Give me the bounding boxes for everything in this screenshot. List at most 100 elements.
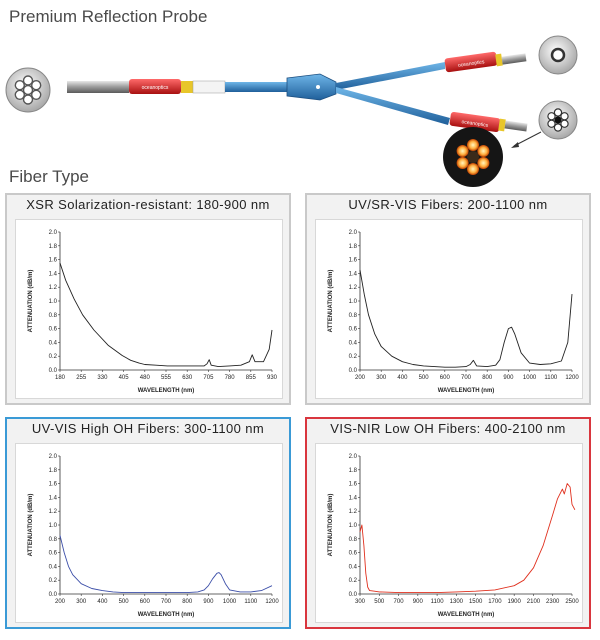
six-fiber-end-face-icon xyxy=(538,100,578,140)
x-tick-label: 300 xyxy=(355,599,366,605)
x-tick-label: 930 xyxy=(267,375,278,381)
x-tick-label: 700 xyxy=(161,599,172,605)
y-tick-label: 1.0 xyxy=(49,523,58,529)
x-tick-label: 855 xyxy=(246,375,257,381)
x-tick-label: 1500 xyxy=(469,599,483,605)
y-tick-label: 0.6 xyxy=(349,327,358,333)
y-tick-label: 0.6 xyxy=(49,551,58,557)
x-tick-label: 300 xyxy=(76,599,87,605)
series-line xyxy=(359,483,576,594)
y-tick-label: 2.0 xyxy=(349,454,358,460)
y-tick-label: 0.0 xyxy=(49,592,58,598)
y-tick-label: 1.2 xyxy=(49,285,58,291)
x-tick-label: 705 xyxy=(203,375,214,381)
y-tick-label: 0.0 xyxy=(349,368,358,374)
probe-title: Premium Reflection Probe xyxy=(9,7,208,26)
x-tick-label: 500 xyxy=(374,599,385,605)
x-tick-label: 300 xyxy=(376,375,387,381)
x-tick-label: 630 xyxy=(182,375,193,381)
x-tick-label: 1000 xyxy=(523,375,537,381)
y-tick-label: 0.8 xyxy=(349,313,358,319)
y-axis-label: ATTENUATION (dB/m) xyxy=(28,270,34,333)
arrow-icon xyxy=(511,131,542,148)
x-tick-label: 600 xyxy=(440,375,451,381)
chart-plot-area: 0.0 0.2 0.4 0.6 0.8 1.0 1.2 1.4 1.6 1.8 2.0 200 300 4… xyxy=(315,219,583,399)
y-tick-label: 1.2 xyxy=(349,285,358,291)
xsr-chart-panel: XSR Solarization-resistant: 180-900 nm 0… xyxy=(5,193,291,405)
chart-title: XSR Solarization-resistant: 180-900 nm xyxy=(26,197,270,212)
y-tick-label: 0.2 xyxy=(349,578,358,584)
x-tick-label: 600 xyxy=(140,599,151,605)
boot-brand-label: oceanoptics xyxy=(142,85,169,91)
x-axis-label: WAVELENGTH (nm) xyxy=(438,388,495,394)
x-tick-label: 900 xyxy=(413,599,424,605)
x-tick-label: 200 xyxy=(55,599,66,605)
y-tick-label: 1.0 xyxy=(349,523,358,529)
y-tick-label: 1.2 xyxy=(49,509,58,515)
y-tick-label: 0.4 xyxy=(349,564,358,570)
y-tick-label: 0.8 xyxy=(49,537,58,543)
x-tick-label: 900 xyxy=(503,375,514,381)
chart-svg: 0.0 0.2 0.4 0.6 0.8 1.0 1.2 1.4 1.6 1.8 2.0 300 500 7… xyxy=(328,454,579,618)
y-tick-label: 1.6 xyxy=(349,482,358,488)
y-tick-label: 2.0 xyxy=(349,230,358,236)
x-tick-label: 400 xyxy=(397,375,408,381)
y-tick-label: 0.4 xyxy=(349,340,358,346)
chart-title: UV-VIS High OH Fibers: 300-1100 nm xyxy=(31,421,265,436)
x-tick-label: 2100 xyxy=(527,599,541,605)
x-tick-label: 1100 xyxy=(431,599,445,605)
y-tick-label: 0.2 xyxy=(349,354,358,360)
boot-brand-label: oceanoptics xyxy=(461,119,489,129)
x-tick-label: 800 xyxy=(182,599,193,605)
x-tick-label: 1200 xyxy=(265,599,279,605)
series-line xyxy=(359,269,573,368)
x-tick-label: 1900 xyxy=(508,599,522,605)
uv-vis-high-oh-chart-panel: UV-VIS High OH Fibers: 300-1100 nm 0.0 0.… xyxy=(5,417,291,629)
x-axis-label: WAVELENGTH (nm) xyxy=(438,612,495,618)
single-fiber-end-face-icon xyxy=(538,35,578,75)
y-tick-label: 2.0 xyxy=(49,454,58,460)
y-tick-label: 1.4 xyxy=(349,271,358,277)
y-tick-label: 1.4 xyxy=(49,271,58,277)
probe-assembly: oceanoptics oceanoptics oceanoptics xyxy=(67,51,528,133)
y-tick-label: 0.6 xyxy=(49,327,58,333)
chart-svg: 0.0 0.2 0.4 0.6 0.8 1.0 1.2 1.4 1.6 1.8 2.0 200 300 4… xyxy=(328,230,579,394)
y-tick-label: 1.6 xyxy=(49,482,58,488)
y-tick-label: 1.8 xyxy=(49,468,58,474)
x-tick-label: 500 xyxy=(119,599,130,605)
x-tick-label: 1100 xyxy=(544,375,558,381)
chart-plot-area: 0.0 0.2 0.4 0.6 0.8 1.0 1.2 1.4 1.6 1.8 2.0 200 300 4… xyxy=(15,443,283,623)
y-axis-label: ATTENUATION (dB/m) xyxy=(328,270,334,333)
chart-svg: 0.0 0.2 0.4 0.6 0.8 1.0 1.2 1.4 1.6 1.8 2.0 200 300 4… xyxy=(28,454,279,618)
x-tick-label: 1700 xyxy=(488,599,502,605)
y-tick-label: 1.4 xyxy=(349,495,358,501)
x-tick-label: 700 xyxy=(461,375,472,381)
y-axis-label: ATTENUATION (dB/m) xyxy=(28,494,34,557)
bundle-end-face-icon xyxy=(5,67,51,113)
y-tick-label: 0.0 xyxy=(49,368,58,374)
x-tick-label: 2300 xyxy=(546,599,560,605)
y-tick-label: 2.0 xyxy=(49,230,58,236)
x-tick-label: 700 xyxy=(394,599,405,605)
y-tick-label: 1.8 xyxy=(349,468,358,474)
x-tick-label: 900 xyxy=(203,599,214,605)
y-tick-label: 1.2 xyxy=(349,509,358,515)
y-tick-label: 1.4 xyxy=(49,495,58,501)
series-line xyxy=(59,535,273,594)
y-tick-label: 0.8 xyxy=(49,313,58,319)
x-tick-label: 1100 xyxy=(244,599,258,605)
y-tick-label: 0.0 xyxy=(349,592,358,598)
y-tick-label: 1.8 xyxy=(49,244,58,250)
chart-plot-area: 0.0 0.2 0.4 0.6 0.8 1.0 1.2 1.4 1.6 1.8 2.0 300 500 7… xyxy=(315,443,583,623)
chart-title: VIS-NIR Low OH Fibers: 400-2100 nm xyxy=(330,421,566,436)
chart-title: UV/SR-VIS Fibers: 200-1100 nm xyxy=(348,197,548,212)
y-tick-label: 1.6 xyxy=(349,258,358,264)
boot-brand-label: oceanoptics xyxy=(458,59,486,69)
x-tick-label: 405 xyxy=(119,375,130,381)
y-tick-label: 0.4 xyxy=(49,564,58,570)
y-tick-label: 1.0 xyxy=(349,299,358,305)
x-tick-label: 500 xyxy=(419,375,430,381)
x-tick-label: 780 xyxy=(225,375,236,381)
x-axis-label: WAVELENGTH (nm) xyxy=(138,612,195,618)
x-tick-label: 555 xyxy=(161,375,172,381)
